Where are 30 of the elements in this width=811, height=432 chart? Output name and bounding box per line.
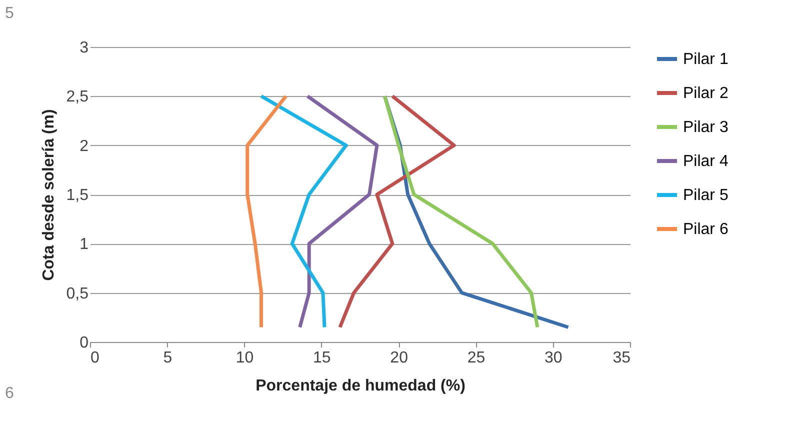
- text: 6: [5, 385, 14, 402]
- legend-label: Pilar 2: [683, 85, 728, 102]
- legend-label: Pilar 4: [683, 153, 728, 170]
- x-tick-label: 20: [390, 350, 408, 366]
- line-series: [382, 94, 540, 329]
- x-tick-label: 35: [612, 350, 631, 366]
- x-tick-label: 5: [163, 350, 172, 366]
- y-tick-label: 2,5: [66, 88, 89, 106]
- x-tick-label: 30: [544, 350, 562, 366]
- line-series: [338, 94, 456, 329]
- y-tick-label: 0: [80, 334, 89, 352]
- y-tick-label: 0,5: [66, 285, 89, 302]
- x-tick-label: 0: [90, 350, 100, 366]
- x-tick-label: 10: [236, 350, 254, 366]
- y-axis-title: Cota desde solería (m): [40, 109, 58, 281]
- line-series: [260, 94, 348, 329]
- legend-label: Pilar 5: [683, 187, 728, 204]
- y-tick-label: 2: [80, 138, 89, 155]
- x-tick-label: 25: [467, 350, 486, 366]
- legend-label: Pilar 3: [683, 119, 728, 136]
- y-tick-label: 3: [80, 40, 89, 56]
- y-tick-label: 1: [80, 236, 89, 254]
- text: 5: [5, 5, 14, 22]
- legend-label: Pilar 6: [683, 221, 728, 238]
- x-tick-label: 15: [313, 350, 331, 366]
- line-series: [246, 94, 288, 329]
- x-axis-title: Porcentaje de humedad (%): [256, 378, 466, 394]
- legend-label: Pilar 1: [683, 51, 728, 68]
- line-series: [298, 94, 379, 329]
- y-tick-label: 1,5: [66, 187, 89, 204]
